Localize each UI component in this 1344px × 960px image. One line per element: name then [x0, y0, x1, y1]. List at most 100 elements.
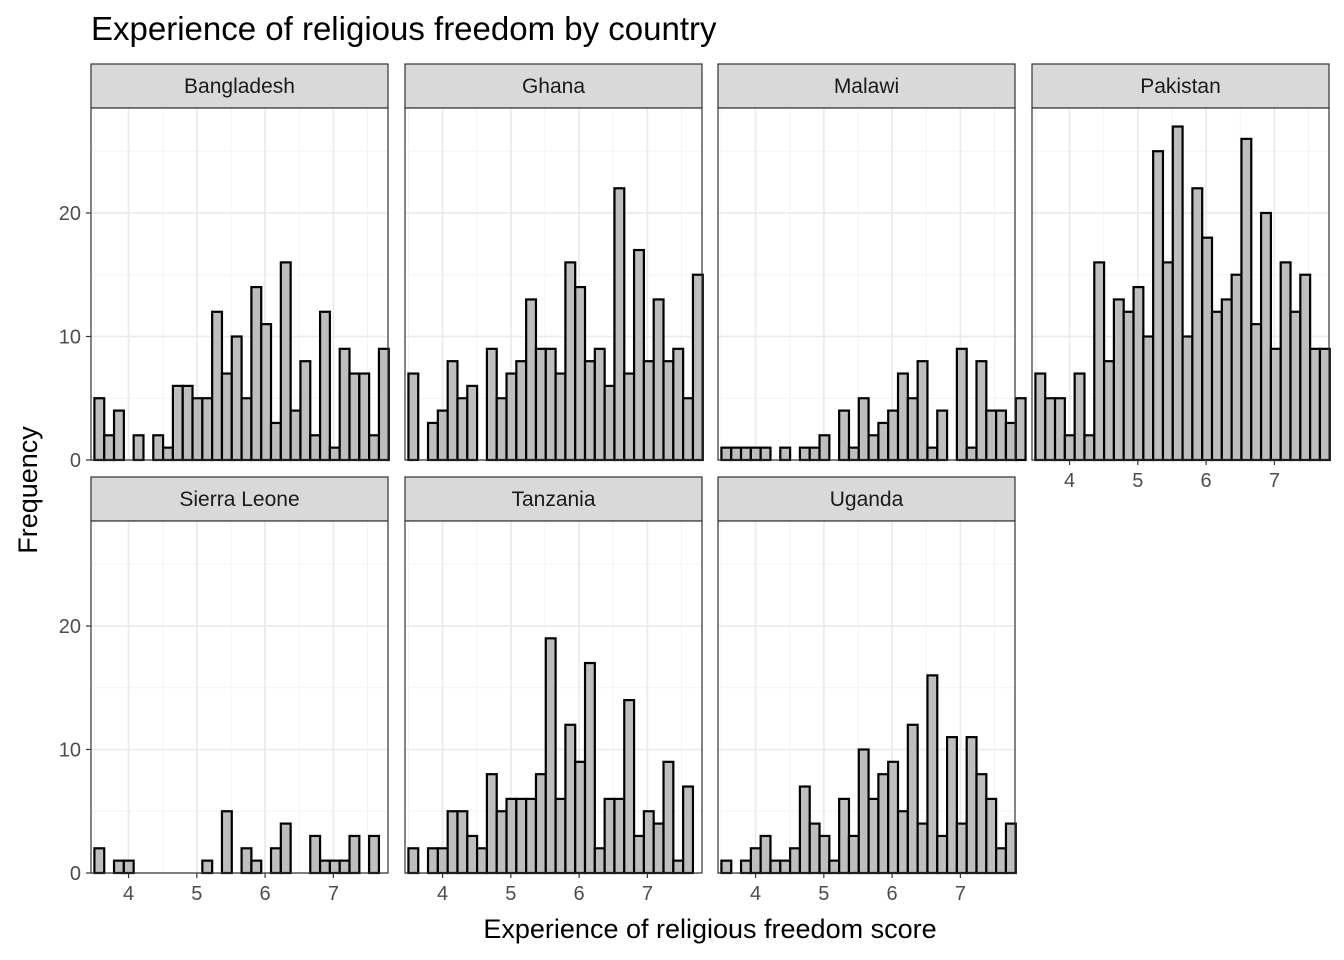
strip-label: Ghana — [522, 75, 585, 98]
histogram-bar — [682, 397, 695, 462]
histogram-bar — [1093, 261, 1106, 462]
histogram-bar — [407, 847, 420, 875]
histogram-bar — [965, 446, 978, 462]
histogram-bar — [652, 822, 665, 875]
histogram-bar — [505, 372, 518, 462]
panel-pakistan: Pakistan 4 5 6 7 — [1031, 63, 1331, 492]
x-tick-label: 7 — [642, 883, 653, 905]
x-tick-label: 5 — [818, 883, 829, 905]
histogram-bar — [1142, 335, 1155, 462]
histogram-bar — [906, 723, 919, 875]
histogram-bar — [896, 810, 909, 875]
histogram-bar — [857, 748, 870, 875]
histogram-bar — [838, 797, 851, 875]
histogram-bar — [779, 446, 792, 462]
histogram-bar — [955, 822, 968, 875]
histogram-bar — [916, 822, 929, 875]
x-tick-label: 5 — [1132, 470, 1143, 492]
strip-label: Sierra Leone — [179, 488, 299, 511]
histogram-bar — [985, 797, 998, 875]
histogram-bar — [220, 372, 233, 462]
histogram-bar — [788, 847, 802, 875]
histogram-bar — [926, 446, 939, 462]
histogram-bar — [250, 285, 263, 462]
histogram-bar — [446, 810, 459, 875]
histogram-bar — [456, 810, 469, 875]
chart-title: Experience of religious freedom by count… — [91, 10, 717, 47]
histogram-bar — [211, 310, 224, 462]
histogram-bar — [642, 810, 655, 875]
histogram-bar — [1259, 211, 1272, 462]
panel-ghana: Ghana — [404, 63, 704, 462]
histogram-bar — [201, 859, 214, 875]
histogram-bar — [269, 847, 282, 875]
histogram-bar — [632, 248, 645, 462]
histogram-bar — [240, 847, 253, 875]
strip-background — [717, 476, 1016, 522]
histogram-bar — [593, 847, 606, 875]
panel-border — [1031, 107, 1330, 461]
histogram-bar — [1240, 137, 1253, 462]
histogram-bar — [495, 810, 508, 875]
histogram-bar — [906, 397, 919, 462]
histogram-bar — [574, 285, 587, 462]
histogram-bar — [936, 409, 949, 462]
panel-border — [404, 520, 703, 874]
histogram-bar — [769, 859, 782, 875]
histogram-bar — [603, 384, 616, 462]
strip-label: Bangladesh — [184, 75, 295, 98]
histogram-bar — [368, 434, 381, 462]
histogram-bar — [525, 797, 538, 875]
histogram-bar — [289, 409, 302, 462]
histogram-bar — [642, 360, 655, 462]
histogram-bar — [554, 372, 567, 462]
histogram-bar — [877, 773, 890, 875]
histogram-bar — [1191, 187, 1204, 462]
histogram-bar — [867, 797, 880, 875]
histogram-bar — [955, 347, 968, 462]
histogram-bar — [623, 698, 636, 875]
histogram-bar — [515, 797, 528, 875]
histogram-bar — [318, 310, 331, 462]
histogram-bar — [995, 847, 1008, 875]
histogram-bar — [995, 409, 1008, 462]
histogram-bar — [1161, 261, 1174, 462]
histogram-bar — [720, 446, 733, 462]
histogram-bar — [338, 859, 351, 875]
histogram-bar — [240, 397, 253, 462]
histogram-bar — [1014, 397, 1027, 462]
histogram-bar — [495, 397, 508, 462]
panel-border — [90, 107, 389, 461]
histogram-bar — [1112, 298, 1125, 462]
histogram-bar — [623, 372, 636, 462]
histogram-bar — [466, 834, 479, 875]
strip-background — [717, 63, 1016, 109]
histogram-bar — [426, 847, 439, 875]
histogram-bar — [328, 446, 341, 462]
histogram-bar — [191, 397, 204, 462]
histogram-bar — [250, 859, 263, 875]
histogram-bar — [544, 637, 557, 875]
histogram-bar — [749, 446, 762, 462]
histogram-bar — [593, 347, 606, 462]
y-tick-label: 20 — [59, 203, 81, 225]
histogram-bar — [269, 421, 282, 462]
histogram-bar — [1004, 822, 1017, 875]
histogram-bar — [936, 834, 949, 875]
histogram-bar — [505, 797, 518, 875]
panel-border — [717, 107, 1016, 461]
histogram-bar — [818, 834, 831, 875]
histogram-bar — [749, 847, 762, 875]
panel-uganda: Uganda 4 5 6 7 — [717, 476, 1017, 905]
histogram-bar — [759, 834, 772, 875]
histogram-bar — [181, 384, 194, 462]
histogram-bar — [798, 785, 811, 875]
histogram-bar — [1289, 310, 1302, 462]
strip-label: Pakistan — [1140, 75, 1221, 98]
panel-border — [717, 520, 1016, 874]
x-tick-label: 7 — [1269, 470, 1280, 492]
histogram-bar — [93, 397, 106, 462]
histogram-bar — [348, 372, 361, 462]
histogram-bar — [564, 723, 577, 875]
